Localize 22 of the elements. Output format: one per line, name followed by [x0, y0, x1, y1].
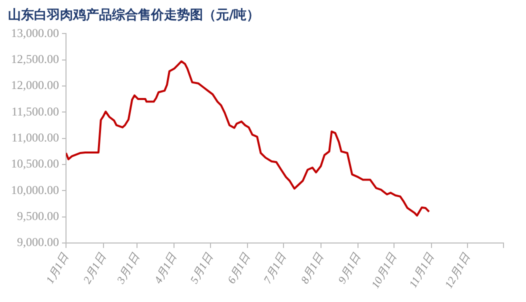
- y-tick-label: 11,500.00: [11, 104, 59, 118]
- y-tick-label: 12,500.00: [11, 52, 59, 66]
- x-tick-label: 10月1日: [370, 250, 400, 291]
- chart-title: 山东白羽肉鸡产品综合售价走势图（元/吨）: [8, 7, 260, 24]
- y-tick-label: 10,500.00: [11, 156, 59, 171]
- x-tick-label: 9月1日: [336, 250, 364, 286]
- x-tick-label: 8月1日: [299, 250, 326, 286]
- x-tick-label: 5月1日: [188, 250, 216, 286]
- y-tick-label: 13,000.00: [11, 26, 59, 40]
- x-tick-label: 3月1日: [114, 250, 143, 287]
- y-tick-label: 9,500.00: [17, 209, 59, 224]
- x-tick-label: 12月1日: [442, 250, 474, 291]
- y-tick-label: 12,000.00: [11, 78, 59, 92]
- x-tick-label: 1月1日: [44, 250, 72, 286]
- x-tick-label: 2月1日: [81, 250, 109, 286]
- y-tick-label: 11,000.00: [11, 130, 59, 144]
- y-tick-label: 9,000.00: [17, 235, 59, 250]
- x-tick-label: 11月1日: [407, 250, 438, 290]
- y-tick-label: 10,000.00: [11, 182, 59, 197]
- x-tick-label: 6月1日: [226, 250, 254, 286]
- x-tick-label: 4月1日: [152, 250, 180, 286]
- x-tick-label: 7月1日: [262, 250, 290, 286]
